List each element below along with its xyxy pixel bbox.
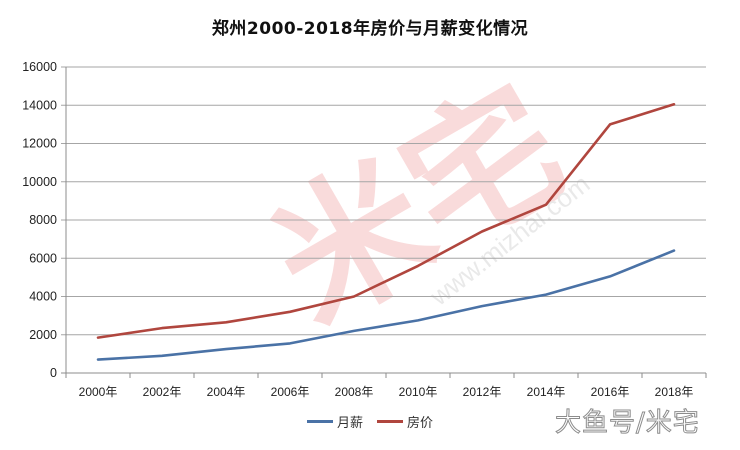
x-tick-label: 2018年: [655, 385, 694, 399]
x-tick-label: 2000年: [79, 385, 118, 399]
legend-item-housing-price: 房价: [377, 412, 433, 431]
x-tick-label: 2004年: [207, 385, 246, 399]
legend-item-salary: 月薪: [307, 412, 363, 431]
y-tick-label: 10000: [22, 175, 57, 189]
legend-swatch-salary: [307, 420, 333, 423]
series-line-housing-price: [96, 103, 676, 339]
x-tick-label: 2002年: [143, 385, 182, 399]
series-line-salary: [96, 249, 676, 361]
y-tick-label: 4000: [29, 290, 57, 304]
watermark-source: 大鱼号/米宅: [555, 408, 700, 439]
x-tick-label: 2014年: [527, 385, 566, 399]
y-tick-label: 12000: [22, 137, 57, 151]
y-tick-label: 8000: [29, 213, 57, 227]
x-tick-label: 2006年: [271, 385, 310, 399]
legend-label-housing-price: 房价: [407, 416, 434, 431]
x-tick-label: 2012年: [463, 385, 502, 399]
y-tick-label: 6000: [29, 251, 57, 265]
chart-legend: 月薪 房价: [307, 412, 447, 431]
x-tick-label: 2008年: [335, 385, 374, 399]
y-tick-label: 2000: [29, 328, 57, 342]
y-tick-label: 14000: [22, 98, 57, 112]
x-tick-label: 2016年: [591, 385, 630, 399]
legend-label-salary: 月薪: [337, 416, 364, 431]
legend-swatch-housing-price: [377, 420, 404, 423]
y-tick-label: 16000: [22, 60, 57, 74]
x-tick-label: 2010年: [399, 385, 438, 399]
chart-title: 郑州2000-2018年房价与月薪变化情况: [211, 19, 529, 39]
y-tick-label: 0: [50, 366, 57, 380]
